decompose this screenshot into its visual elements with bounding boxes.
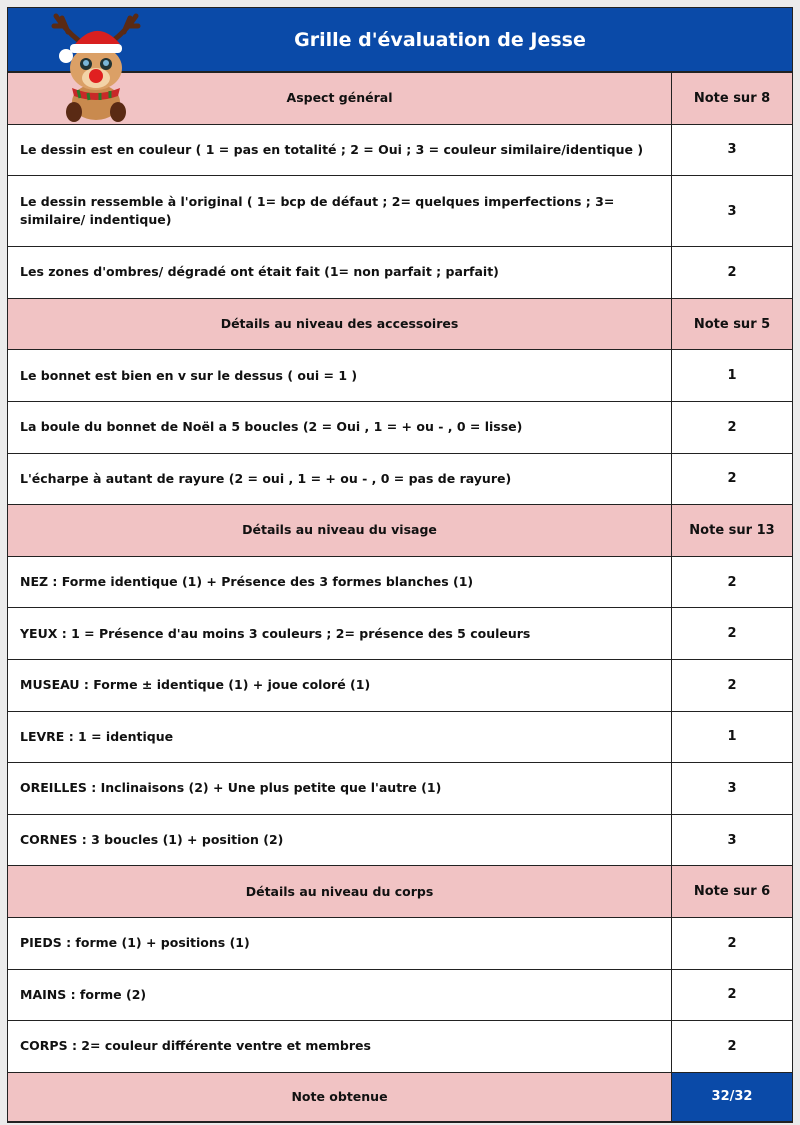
score-cell: 2	[727, 677, 737, 693]
criterion-label: Détails au niveau du corps	[8, 866, 672, 917]
score-cell: 3	[727, 780, 737, 796]
score-cell: 32/32	[672, 1072, 792, 1121]
score-cell: 2	[727, 626, 737, 642]
score-cell: 2	[727, 574, 737, 590]
score-cell: Note sur 13	[689, 522, 775, 538]
table-row: Les zones d'ombres/ dégradé ont était fa…	[8, 247, 792, 299]
score-cell: 2	[727, 935, 737, 951]
score-cell: Note sur 8	[693, 90, 771, 106]
total-row: Note obtenue 32/32	[8, 1072, 792, 1122]
table-row: Le bonnet est bien en v sur le dessus ( …	[8, 350, 792, 402]
table-row: L'écharpe à autant de rayure (2 = oui , …	[8, 453, 792, 506]
table-row: Le dessin est en couleur ( 1 = pas en to…	[8, 124, 792, 177]
criterion-label: CORNES : 3 boucles (1) + position (2)	[8, 814, 672, 866]
criterion-label: NEZ : Forme identique (1) + Présence des…	[8, 556, 672, 608]
criterion-label: Le bonnet est bien en v sur le dessus ( …	[8, 350, 672, 401]
criterion-label: Le dessin ressemble à l'original ( 1= bc…	[8, 176, 672, 247]
page-title: Grille d'évaluation de Jesse	[8, 8, 792, 73]
table-row: La boule du bonnet de Noël a 5 boucles (…	[8, 401, 792, 454]
criterion-label: Note obtenue	[8, 1072, 672, 1121]
criterion-label: Aspect général	[8, 73, 672, 124]
criterion-label: CORPS : 2= couleur différente ventre et …	[8, 1021, 672, 1072]
criterion-label: L'écharpe à autant de rayure (2 = oui , …	[8, 453, 672, 505]
table-row: CORPS : 2= couleur différente ventre et …	[8, 1021, 792, 1073]
score-cell: 2	[727, 471, 737, 487]
criterion-label: LEVRE : 1 = identique	[8, 711, 672, 763]
score-cell: 3	[727, 142, 737, 158]
score-cell: 1	[727, 368, 737, 384]
title-text: Grille d'évaluation de Jesse	[294, 28, 586, 51]
section-header: Détails au niveau du corps Note sur 6	[8, 866, 792, 918]
criterion-label: Détails au niveau du visage	[8, 505, 672, 556]
criterion-label: OREILLES : Inclinaisons (2) + Une plus p…	[8, 763, 672, 814]
score-cell: 3	[727, 832, 737, 848]
table-row: YEUX : 1 = Présence d'au moins 3 couleur…	[8, 608, 792, 660]
score-cell: Note sur 6	[693, 884, 771, 900]
table-row: Le dessin ressemble à l'original ( 1= bc…	[8, 176, 792, 248]
table-row: NEZ : Forme identique (1) + Présence des…	[8, 556, 792, 609]
section-header: Détails au niveau des accessoires Note su…	[8, 298, 792, 351]
criterion-label: Détails au niveau des accessoires	[8, 298, 672, 350]
score-cell: 2	[727, 419, 737, 435]
criterion-label: MUSEAU : Forme ± identique (1) + joue co…	[8, 659, 672, 711]
evaluation-grid: Grille d'évaluation de Jesse Aspect géné…	[7, 7, 793, 1123]
score-cell: 1	[727, 729, 737, 745]
criterion-label: MAINS : forme (2)	[8, 969, 672, 1021]
table-row: MUSEAU : Forme ± identique (1) + joue co…	[8, 659, 792, 712]
table-row: OREILLES : Inclinaisons (2) + Une plus p…	[8, 763, 792, 815]
criterion-label: Les zones d'ombres/ dégradé ont était fa…	[8, 247, 672, 298]
score-cell: 2	[727, 1038, 737, 1054]
criterion-label: YEUX : 1 = Présence d'au moins 3 couleur…	[8, 608, 672, 659]
score-cell: 3	[727, 203, 737, 219]
table-row: CORNES : 3 boucles (1) + position (2) 3	[8, 814, 792, 867]
criterion-label: Le dessin est en couleur ( 1 = pas en to…	[8, 124, 672, 176]
score-cell: Note sur 5	[693, 316, 771, 332]
table-row: MAINS : forme (2) 2	[8, 969, 792, 1022]
section-header: Détails au niveau du visage Note sur 13	[8, 505, 792, 557]
score-cell: 2	[727, 264, 737, 280]
table-row: PIEDS : forme (1) + positions (1) 2	[8, 917, 792, 970]
criterion-label: PIEDS : forme (1) + positions (1)	[8, 917, 672, 969]
score-cell: 2	[727, 987, 737, 1003]
section-header: Aspect général Note sur 8	[8, 73, 792, 125]
table-row: LEVRE : 1 = identique 1	[8, 711, 792, 764]
reindeer-illustration	[51, 13, 141, 122]
criterion-label: La boule du bonnet de Noël a 5 boucles (…	[8, 401, 672, 453]
